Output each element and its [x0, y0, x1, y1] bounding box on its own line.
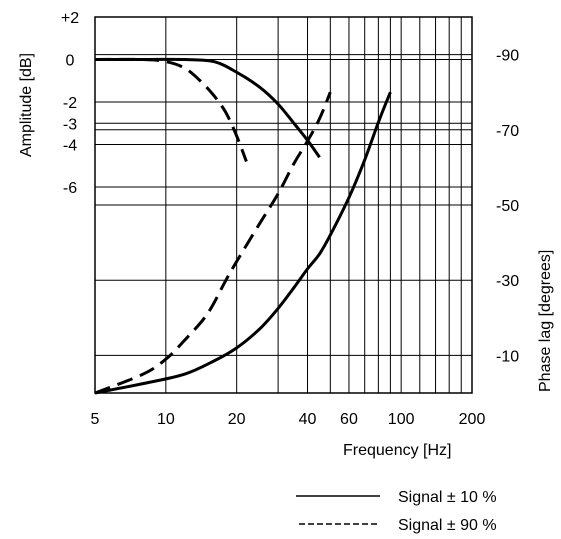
series-0-phase-line	[94, 91, 392, 395]
plot-frame	[94, 16, 473, 394]
curves	[94, 57, 392, 395]
x-tick-label: 20	[228, 411, 246, 428]
amplitude-tick-label: -4	[63, 138, 77, 155]
phase-tick-label: -30	[496, 273, 519, 290]
phase-tick-label: -90	[496, 48, 519, 65]
x-axis-title: Frequency [Hz]	[343, 442, 451, 459]
tick-labels: 5 10 20 40 60 100 200 +2 0 -2 -3 -4 -6 -90 -70 -50 -30 -1…	[61, 10, 519, 428]
x-tick-label: 5	[91, 411, 100, 428]
x-tick-label: 100	[388, 411, 415, 428]
series-1-phase-line	[94, 91, 332, 395]
x-tick-label: 10	[157, 411, 175, 428]
amplitude-tick-label: -3	[63, 116, 77, 133]
x-tick-label: 40	[299, 411, 317, 428]
amplitude-tick-label: +2	[61, 10, 79, 27]
left-y-axis-title: Amplitude [dB]	[18, 53, 35, 157]
phase-tick-label: -70	[496, 123, 519, 140]
series-1-amplitude-line	[94, 57, 248, 163]
legend: Signal ± 10 % Signal ± 90 %	[296, 489, 497, 534]
legend-label-dashed: Signal ± 90 %	[398, 517, 497, 534]
right-y-axis-title: Phase lag [degrees]	[537, 250, 554, 392]
phase-tick-label: -50	[496, 198, 519, 215]
x-tick-label: 200	[459, 411, 486, 428]
amplitude-tick-label: -6	[63, 180, 77, 197]
grid	[95, 17, 472, 393]
x-tick-label: 60	[340, 411, 358, 428]
series-0-amplitude-line	[94, 57, 321, 159]
legend-label-solid: Signal ± 10 %	[398, 489, 497, 506]
phase-tick-label: -10	[496, 348, 519, 365]
amplitude-tick-label: 0	[66, 53, 75, 70]
amplitude-tick-label: -2	[63, 95, 77, 112]
